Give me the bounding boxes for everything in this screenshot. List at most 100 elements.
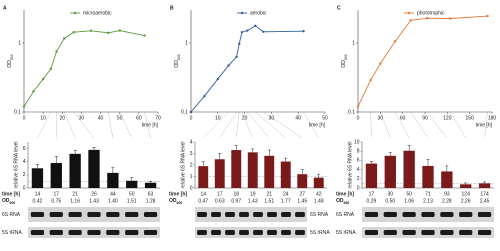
table-time: 93 — [444, 191, 450, 197]
gel-band — [211, 230, 221, 235]
y-tick-label: 0.1 — [14, 109, 21, 115]
gel-band — [87, 212, 101, 217]
y-axis-label: OD600 — [174, 54, 181, 67]
table-header-sub: 600 — [177, 201, 183, 205]
x-tick-label: 180 — [488, 115, 497, 121]
table-time: 124 — [462, 191, 471, 197]
curve-point — [426, 17, 429, 20]
bar — [280, 161, 291, 188]
gel-label: 6S RNA — [2, 212, 21, 218]
connector — [64, 111, 76, 139]
curve-point — [89, 29, 93, 32]
x-tick-label: 70 — [155, 115, 161, 121]
x-tick-label: 30 — [269, 115, 275, 121]
y-axis-label-sub: 660 — [344, 54, 348, 60]
y-tick-label: 0.1 — [181, 109, 188, 115]
legend-label: phototrophic — [417, 10, 445, 16]
table-time: 26 — [91, 191, 97, 197]
gel-band — [30, 212, 45, 217]
x-tick-label: 40 — [98, 115, 104, 121]
curve-point — [72, 31, 75, 34]
y-tick-label: 0.1 — [348, 109, 355, 115]
x-tick-label: 90 — [422, 115, 428, 121]
table-header: time [h] — [336, 191, 354, 197]
curve-point — [379, 62, 382, 65]
legend-label: microaerobic — [83, 10, 112, 16]
x-tick-label: 0 — [357, 115, 360, 121]
gel-band — [383, 212, 397, 217]
gel-band — [143, 212, 158, 217]
table-od: 0.63 — [215, 198, 225, 204]
table-od: 2.26 — [461, 198, 471, 204]
gel-band — [106, 212, 120, 217]
gel-band — [402, 230, 416, 235]
table-time: 71 — [425, 191, 431, 197]
gel-band — [239, 212, 249, 217]
table-time: 21 — [266, 191, 272, 197]
y-tick-label: 4 — [190, 139, 193, 145]
gel-band — [459, 230, 473, 235]
connector — [119, 111, 132, 139]
connector — [370, 111, 372, 139]
gel-band — [68, 212, 82, 217]
y-tick-label: 1 — [18, 40, 21, 46]
curve-point — [189, 110, 193, 114]
x-tick-label: 40 — [295, 115, 301, 121]
curve-point — [254, 24, 257, 28]
growth-curve — [23, 30, 145, 107]
table-header: time [h] — [169, 191, 187, 197]
bar — [126, 180, 138, 188]
y-axis-label-main: OD — [341, 60, 347, 68]
table-header-sub: 600 — [10, 201, 16, 205]
x-tick-label: 50 — [322, 115, 328, 121]
curve-point — [246, 29, 249, 32]
table-time: 18 — [233, 191, 239, 197]
y-tick-label: 6 — [357, 158, 360, 164]
bar — [365, 163, 378, 188]
curve-point — [32, 90, 35, 93]
bar — [198, 166, 209, 188]
bar — [313, 177, 324, 188]
table-time: 14 — [200, 191, 206, 197]
table-od: 2.28 — [442, 198, 452, 204]
y-tick-label: 6 — [23, 146, 26, 152]
gel-band — [402, 212, 416, 217]
curve-point — [262, 30, 265, 34]
x-tick-label: 0 — [190, 115, 193, 121]
table-time: 50 — [406, 191, 412, 197]
x-tick-label: 0 — [23, 115, 26, 121]
bar — [88, 149, 100, 188]
bar — [264, 155, 275, 188]
curve-point — [216, 77, 219, 81]
table-time: 24 — [283, 191, 289, 197]
table-header-main: OD — [2, 198, 10, 204]
x-tick-label: 60 — [400, 115, 406, 121]
x-tick-label: 30 — [79, 115, 85, 121]
connector — [203, 111, 229, 139]
table-time: 50 — [129, 191, 135, 197]
gel-band — [281, 230, 291, 235]
gel-band — [364, 230, 379, 235]
bar — [31, 168, 44, 188]
gel-band — [477, 212, 492, 217]
curve-point — [107, 31, 110, 35]
y-tick-label: 4 — [357, 167, 360, 173]
table-od: 1.40 — [108, 198, 118, 204]
curve-point — [356, 105, 360, 108]
bar — [460, 184, 472, 188]
gel-band — [49, 230, 63, 235]
y-tick-label: 2 — [23, 172, 26, 178]
gel-band — [477, 230, 492, 235]
connector — [219, 111, 237, 139]
growth-curve — [190, 25, 304, 113]
table-od: 1.43 — [89, 198, 99, 204]
table-od: 1.51 — [127, 198, 137, 204]
legend-label: aerobic — [250, 10, 267, 16]
gel — [195, 227, 307, 238]
gel-label: 6S RNA — [310, 212, 329, 218]
y-axis-label: OD660 — [341, 54, 348, 67]
table-time: 17 — [369, 191, 375, 197]
table-time: 30 — [388, 191, 394, 197]
y-axis-label: relative 6S RNA level — [13, 142, 19, 189]
table-od: 0.29 — [367, 198, 377, 204]
